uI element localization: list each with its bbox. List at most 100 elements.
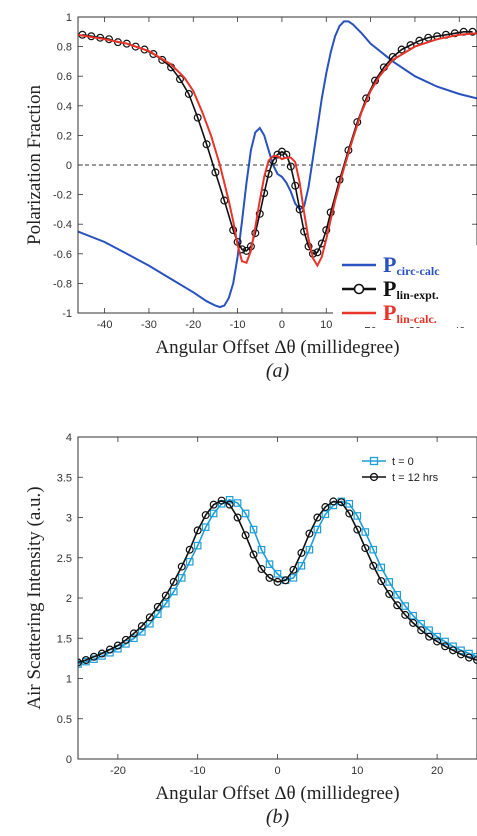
series-1-point (321, 503, 330, 512)
series-0-point (241, 509, 250, 518)
series-group (78, 20, 477, 309)
series-1-point (193, 113, 202, 122)
series-0-point (361, 528, 370, 536)
plot-area (78, 437, 477, 759)
series-0-point (401, 602, 409, 610)
legend-label-2: Plin-calc. (383, 300, 437, 326)
x-tick-label: 10 (351, 765, 363, 777)
series-1-point (468, 27, 477, 36)
series-1-point (211, 168, 220, 177)
plot-frame (77, 16, 477, 314)
series-1-point (385, 589, 394, 598)
series-1-point (105, 645, 114, 654)
series-1-point (175, 75, 184, 84)
series-0-point (193, 541, 202, 550)
series-0-point (297, 561, 306, 570)
x-tick-label: -20 (110, 765, 126, 777)
series-1-point (137, 622, 146, 631)
series-1-point (78, 658, 82, 667)
y-tick-label: 2.5 (57, 553, 72, 565)
series-1-point (193, 526, 202, 535)
series-0-point (353, 512, 362, 520)
series-0-point (257, 545, 266, 554)
legend: Pcirc-calc Plin-expt.Plin-calc. (333, 245, 477, 327)
series-1-point (113, 641, 122, 650)
series-0-point (225, 495, 234, 504)
series-1-point (233, 513, 242, 522)
y-tick-label: -0.2 (53, 190, 72, 202)
legend-label-0: t = 0 (392, 456, 414, 468)
x-tick-label: -30 (141, 319, 157, 331)
series-1-point (313, 513, 322, 522)
series-1-point (229, 226, 238, 235)
x-axis-label: Angular Offset Δθ (millidegree) (155, 783, 399, 804)
legend-label-0: Pcirc-calc (383, 252, 440, 278)
series-1-point (361, 544, 370, 553)
series-1-point (149, 49, 158, 58)
series-1-point (273, 577, 282, 586)
y-tick-label: -1 (62, 308, 72, 320)
y-tick-label: 0.6 (57, 71, 72, 83)
y-tick-label: 3 (66, 513, 72, 525)
series-0-point (154, 610, 162, 618)
series-0-point (313, 525, 322, 534)
series-0-point (185, 557, 194, 566)
series-1-point (209, 500, 218, 509)
legend-box (356, 446, 472, 486)
y-tick-label: -0.6 (53, 249, 72, 261)
y-axis-label: Air Scattering Intensity (a.u.) (24, 486, 45, 709)
series-1-point (329, 497, 338, 506)
series-1-point (417, 626, 426, 635)
legend-subscript-text: lin-expt. (396, 288, 438, 302)
x-tick-label: 0 (279, 319, 285, 331)
y-tick-label: 1.5 (57, 633, 72, 645)
series-1-point (286, 162, 295, 171)
x-tick-label: 0 (274, 765, 280, 777)
series-0-point (209, 509, 218, 518)
series-1-point (184, 89, 193, 98)
series-1-point (291, 181, 300, 190)
x-tick-label: 10 (320, 319, 332, 331)
series-0-point (177, 574, 186, 582)
series-1-point (281, 576, 290, 585)
series-1-point (255, 209, 264, 218)
x-tick-label: -40 (97, 319, 113, 331)
series-1-point (161, 591, 170, 600)
series-0-point (265, 560, 274, 568)
legend: t = 0 t = 12 hrs (356, 446, 472, 486)
x-tick-label: -20 (185, 319, 201, 331)
y-tick-label: 4 (66, 432, 72, 444)
series-1-point (449, 646, 458, 655)
x-tick-label: 20 (431, 765, 443, 777)
series-1-point (129, 629, 138, 638)
series-1-point (217, 496, 226, 505)
legend-main-text: P (383, 300, 396, 325)
series-1-point (337, 498, 346, 507)
series-group (78, 495, 477, 668)
series-line-2 (78, 32, 477, 268)
series-1-point (89, 652, 98, 661)
y-tick-label: 0 (66, 754, 72, 766)
series-1-point (345, 509, 354, 518)
y-tick-label: -0.8 (53, 278, 72, 290)
series-line-0 (78, 20, 477, 309)
series-0-point (201, 523, 210, 531)
y-tick-label: 0 (66, 160, 72, 172)
series-0-point (138, 628, 146, 636)
series-0-point (345, 500, 354, 508)
series-0-point (369, 545, 378, 554)
series-line-1 (82, 31, 473, 255)
legend-marker-1 (369, 472, 379, 482)
plot-frame (77, 436, 477, 760)
series-1-point (177, 562, 186, 571)
y-tick-label: 0.2 (57, 130, 72, 142)
series-1-point (401, 610, 410, 619)
y-tick-label: 0.5 (57, 714, 72, 726)
y-tick-label: 3.5 (57, 472, 72, 484)
series-0-point (321, 510, 330, 519)
series-1-point (131, 42, 140, 51)
series-1-point (201, 511, 210, 520)
series-1-point (249, 550, 258, 559)
series-1-point (305, 529, 314, 538)
